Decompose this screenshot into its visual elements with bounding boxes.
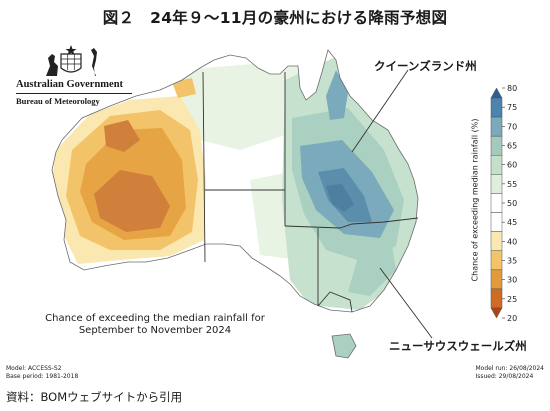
colorbar-segment	[490, 87, 503, 99]
colorbar-segment	[490, 116, 503, 137]
colorbar-tick-label: 75	[507, 103, 517, 112]
queensland-label: クイーンズランド州	[374, 59, 477, 73]
colorbar-tick-label: 60	[507, 161, 517, 170]
base-period: Base period: 1981-2018	[6, 373, 79, 380]
colorbar-segment	[490, 193, 503, 213]
model-run: Model run: 26/08/2024	[475, 365, 544, 372]
colorbar-tick-label: 80	[507, 84, 517, 93]
colorbar-tick-label: 45	[507, 218, 517, 227]
colorbar-tick-label: 65	[507, 142, 517, 151]
source-note: 資料：BOMウェブサイトから引用	[6, 390, 183, 404]
colorbar-tick-label: 25	[507, 295, 517, 304]
colorbar-tick-label: 35	[507, 257, 517, 266]
nsw-label: ニューサウスウェールズ州	[389, 339, 527, 353]
colorbar: 80 75 70 65 60 55 50 45 40 35 30 25 20	[490, 84, 517, 323]
coat-of-arms-icon	[46, 45, 97, 76]
colorbar-segment	[490, 307, 503, 319]
agency-government-name: Australian Government	[16, 79, 124, 90]
model-name: Model: ACCESS-S2	[6, 365, 62, 372]
colorbar-segment	[490, 97, 503, 118]
colorbar-segment	[490, 155, 503, 175]
map-caption: Chance of exceeding the median rainfall …	[30, 313, 280, 337]
model-info: Model: ACCESS-S2 Base period: 1981-2018	[6, 365, 78, 381]
colorbar-segment	[490, 250, 503, 271]
colorbar-tick-label: 20	[507, 314, 517, 323]
colorbar-tick-label: 55	[507, 180, 517, 189]
agency-bureau-name: Bureau of Meteorology	[16, 93, 132, 106]
colorbar-segment	[490, 269, 503, 290]
caption-line-2: September to November 2024	[78, 325, 232, 336]
page-title: 図２ 24年９～11月の豪州における降雨予想図	[102, 9, 448, 27]
colorbar-segment	[490, 231, 503, 251]
run-info: Model run: 26/08/2024 Issued: 29/08/2024	[475, 365, 544, 381]
issued-date: Issued: 29/08/2024	[475, 373, 534, 380]
colorbar-tick-label: 70	[507, 122, 517, 131]
colorbar-tick-label: 40	[507, 237, 517, 246]
colorbar-tick-label: 50	[507, 199, 517, 208]
colorbar-segment	[490, 288, 503, 309]
colorbar-tick-label: 30	[507, 276, 517, 285]
colorbar-segment	[490, 174, 503, 194]
caption-line-1: Chance of exceeding the median rainfall …	[45, 313, 265, 324]
government-logo: Australian Government Bureau of Meteorol…	[16, 44, 156, 106]
colorbar-label: Chance of exceeding median rainfall (%)	[470, 118, 480, 282]
colorbar-segment	[490, 212, 503, 232]
colorbar-segment	[490, 135, 503, 156]
